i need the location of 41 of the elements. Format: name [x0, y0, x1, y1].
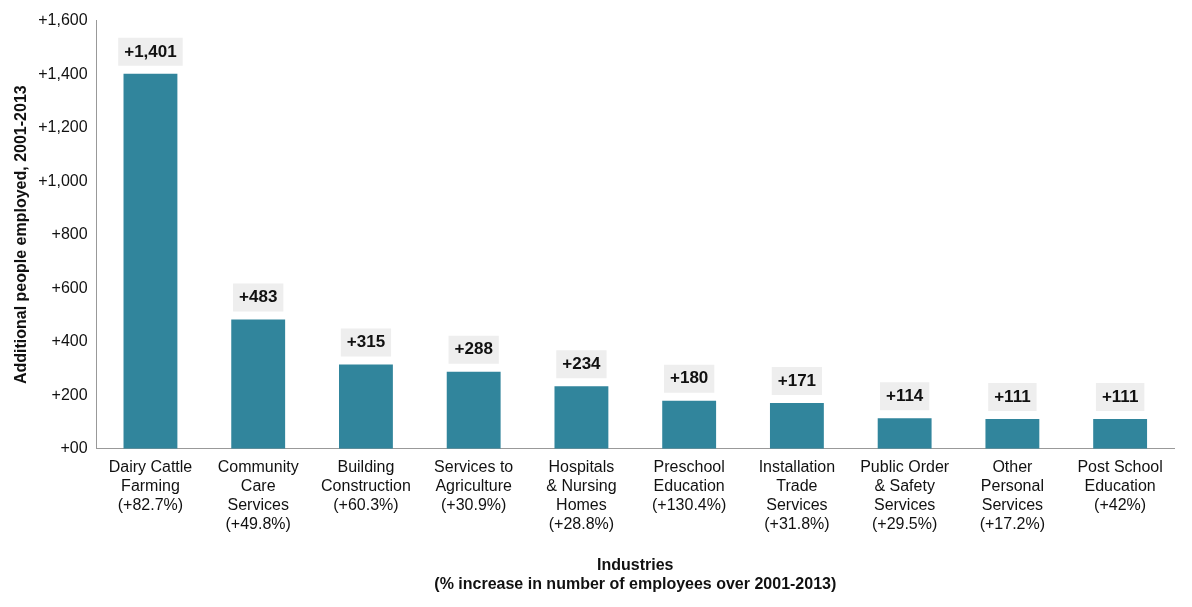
x-tick-label: Building Construction (+60.3%)	[321, 457, 411, 514]
data-label: +111	[1101, 386, 1139, 406]
bar	[231, 319, 286, 449]
data-label: +288	[454, 339, 493, 359]
x-tick-label: Hospitals & Nursing Homes (+28.8%)	[546, 457, 617, 533]
y-tick-label: +1,000	[38, 171, 88, 189]
y-tick-label: +600	[51, 278, 88, 296]
y-tick-label: +1,200	[38, 118, 88, 136]
y-tick-label: +1,600	[38, 11, 88, 29]
y-tick-label: +200	[51, 385, 88, 403]
data-label: +234	[562, 353, 602, 373]
x-tick-label: Public Order & Safety Services (+29.5%)	[860, 457, 950, 533]
x-tick-label: Other Personal Services (+17.2%)	[979, 457, 1046, 533]
data-label: +315	[346, 332, 386, 352]
data-label: +180	[670, 368, 709, 388]
y-axis-title: Additional people employed, 2001-2013	[12, 85, 30, 385]
bar	[985, 419, 1040, 449]
x-tick-label: Preschool Education (+130.4%)	[652, 457, 727, 514]
y-tick-label: +800	[51, 225, 88, 243]
data-label: +111	[994, 386, 1031, 406]
data-label: +1,401	[124, 41, 177, 61]
x-tick-label: Community Care Services (+49.8%)	[217, 457, 299, 533]
bar	[123, 73, 178, 449]
x-tick-label: Dairy Cattle Farming (+82.7%)	[108, 457, 193, 514]
data-label: +171	[777, 370, 817, 390]
bar	[662, 400, 717, 449]
x-tick-label: Services to Agriculture (+30.9%)	[434, 457, 514, 514]
bar	[877, 418, 932, 449]
bar	[769, 403, 824, 449]
bar	[446, 371, 501, 449]
bar	[554, 386, 609, 449]
bar	[339, 364, 393, 449]
bar	[1093, 419, 1148, 449]
data-label: +483	[239, 287, 278, 307]
y-tick-label: +00	[60, 439, 88, 457]
x-tick-label: Post School Education (+42%)	[1077, 457, 1163, 514]
y-tick-label: +1,400	[38, 64, 88, 82]
x-tick-label: Installation Trade Services (+31.8%)	[758, 457, 836, 533]
x-axis-title: Industries (% increase in number of employees over 2001-2013)	[434, 555, 837, 592]
y-tick-label: +400	[51, 332, 88, 350]
data-label: +114	[885, 385, 924, 405]
